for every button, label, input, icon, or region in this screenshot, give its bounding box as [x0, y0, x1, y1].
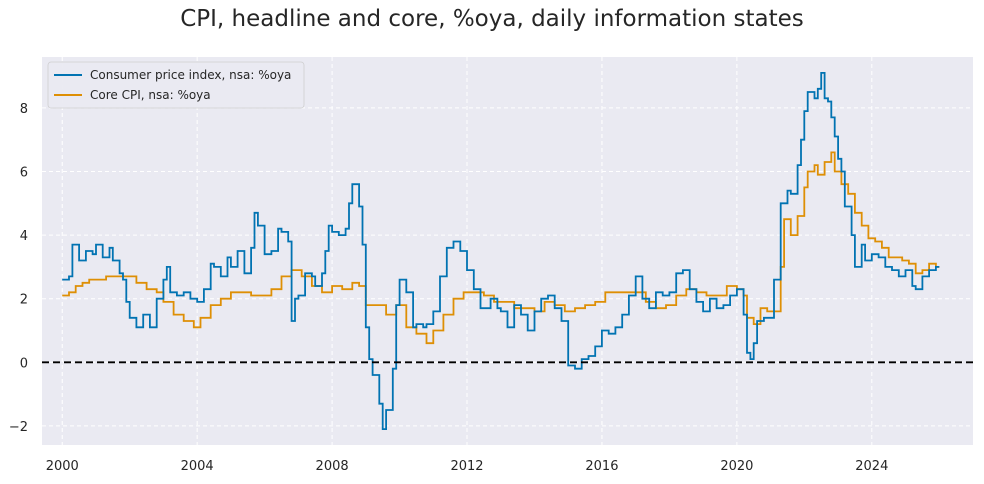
x-tick-label: 2008	[316, 459, 349, 474]
chart-title: CPI, headline and core, %oya, daily info…	[180, 6, 804, 32]
x-tick-label: 2012	[450, 459, 483, 474]
x-axis: 2000 2004 2008 2012 2016 2020 2024	[46, 459, 889, 474]
y-tick-label: 8	[20, 102, 28, 117]
x-tick-label: 2020	[720, 459, 753, 474]
x-tick-label: 2004	[181, 459, 214, 474]
y-tick-label: 0	[20, 356, 28, 371]
legend-label: Consumer price index, nsa: %oya	[90, 68, 291, 82]
series-lines	[62, 72, 940, 430]
x-tick-label: 2000	[46, 459, 79, 474]
x-tick-label: 2016	[585, 459, 618, 474]
legend-box	[47, 61, 305, 109]
plot-area	[42, 57, 973, 445]
y-axis: −2 0 2 4 6 8	[9, 102, 28, 435]
x-tick-label: 2024	[855, 459, 888, 474]
legend: Consumer price index, nsa: %oya Core CPI,…	[47, 61, 305, 109]
y-tick-label: 2	[20, 293, 28, 308]
y-tick-label: 4	[20, 229, 28, 244]
y-tick-label: 6	[20, 165, 28, 180]
y-tick-label: −2	[9, 420, 28, 435]
legend-label: Core CPI, nsa: %oya	[90, 88, 211, 102]
series-line-0	[62, 72, 940, 430]
